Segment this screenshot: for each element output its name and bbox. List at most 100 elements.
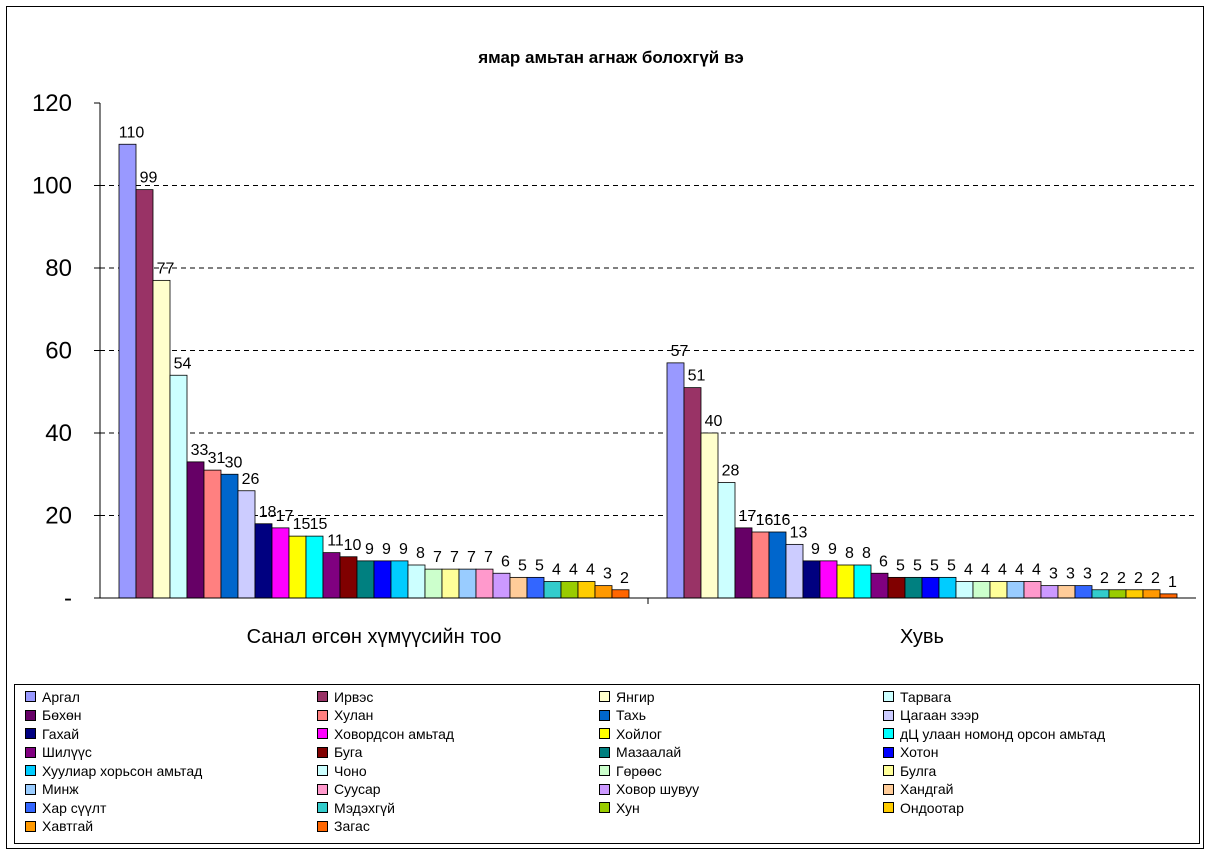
bar: [441, 568, 460, 599]
bar-value-label: 15: [293, 516, 311, 533]
legend-label: Бөхөн: [42, 707, 82, 723]
bar: [254, 523, 273, 599]
bar-value-label: 2: [1100, 570, 1109, 587]
bar: [1125, 589, 1144, 599]
legend-label: Хойлог: [616, 725, 663, 742]
legend-label: Загас: [334, 818, 370, 834]
bar-value-label: 9: [828, 541, 837, 558]
bar-value-label: 33: [191, 442, 209, 459]
x-category-label: Санал өгсөн хүмүүсийн тоо: [247, 626, 502, 648]
legend-label: Хуулиар хорьсон амьтад: [42, 762, 203, 779]
y-tick-label: -: [64, 585, 72, 612]
bar-value-label: 4: [998, 562, 1007, 579]
bar: [938, 576, 957, 599]
legend-label: Янгир: [616, 688, 655, 705]
y-tick-label: 20: [45, 503, 72, 530]
bar: [577, 581, 596, 599]
bar-value-label: 4: [1032, 562, 1041, 579]
legend-swatch: [883, 783, 894, 795]
legend-swatch: [883, 802, 894, 813]
legend-item: дЦ улаан номонд орсон амьтад: [883, 725, 1105, 742]
bar: [921, 576, 940, 599]
legend-swatch: [599, 783, 610, 795]
legend-swatch: [25, 709, 36, 721]
bar: [373, 560, 392, 599]
bar-value-label: 10: [344, 537, 362, 554]
legend-swatch: [25, 783, 36, 795]
bar: [543, 581, 562, 599]
bar: [220, 473, 239, 599]
bar-value-label: 4: [1015, 562, 1024, 579]
bar-value-label: 26: [242, 471, 260, 488]
legend-swatch: [317, 746, 328, 758]
legend-item: Гөрөөс: [599, 762, 662, 779]
axes: - 20 40 60 80 100 120 Санал өгсөн хүмүүсийн тоо…: [32, 90, 1196, 648]
bar-value-label: 4: [981, 562, 990, 579]
legend-item: Ондоотар: [883, 799, 964, 816]
bar-value-label: 99: [140, 170, 158, 187]
legend-swatch: [317, 802, 328, 813]
bar: [475, 568, 494, 599]
legend-label: Буга: [334, 744, 363, 760]
bar: [611, 589, 630, 599]
bar: [717, 482, 736, 599]
y-tick-label: 80: [45, 255, 72, 282]
bar: [1040, 585, 1059, 599]
legend-swatch: [599, 802, 610, 813]
bar: [870, 572, 889, 599]
legend: Аргал Ирвэс Янгир Тарвага Бөхөн Хулан Тахь Цага…: [14, 684, 1200, 844]
legend-swatch: [25, 728, 36, 739]
legend-item: Чоно: [317, 762, 367, 779]
bar: [802, 560, 821, 599]
legend-item: Хар сүүлт: [25, 799, 106, 816]
legend-item: Булга: [883, 762, 936, 779]
bar: [356, 560, 375, 599]
legend-item: Ирвэс: [317, 688, 373, 705]
bar-value-label: 5: [535, 557, 544, 574]
legend-item: Хандгай: [883, 781, 953, 798]
bar: [1108, 589, 1127, 599]
legend-swatch: [317, 820, 328, 832]
bar-value-label: 1: [1168, 574, 1177, 591]
bar: [1091, 589, 1110, 599]
bar-value-label: 2: [1134, 570, 1143, 587]
bar: [186, 461, 205, 599]
bar: [390, 560, 409, 599]
bar: [322, 552, 341, 599]
legend-label: Ховордсон амьтад: [334, 725, 455, 742]
legend-label: Чоно: [334, 762, 367, 779]
bar-value-label: 7: [484, 549, 493, 566]
legend-swatch: [317, 709, 328, 721]
bar-value-label: 4: [552, 562, 561, 579]
bar-value-label: 17: [739, 508, 757, 525]
bar-value-label: 6: [879, 553, 888, 570]
bar-value-label: 15: [310, 516, 328, 533]
chart-title: ямар амьтан агнаж болохгүй вэ: [477, 48, 744, 67]
bar: [509, 576, 528, 599]
legend-item: Цагаан зээр: [883, 707, 979, 724]
bar: [1159, 593, 1178, 599]
legend-swatch: [599, 691, 610, 702]
bar-value-label: 5: [896, 557, 905, 574]
legend-swatch: [883, 765, 894, 776]
legend-swatch: [599, 709, 610, 721]
y-tick-label: 60: [45, 338, 72, 365]
bar-value-label: 4: [569, 562, 578, 579]
legend-swatch: [883, 691, 894, 702]
bar-value-label: 31: [208, 450, 226, 467]
bar: [1142, 589, 1161, 599]
legend-item: Хавтгай: [25, 818, 93, 835]
legend-label: Булга: [900, 762, 937, 779]
legend-item: Хойлог: [599, 725, 662, 742]
bar-value-label: 3: [603, 566, 612, 583]
legend-item: Бөхөн: [25, 707, 82, 724]
legend-item: Ховордсон амьтад: [317, 725, 454, 742]
bar-value-label: 9: [399, 541, 408, 558]
bar-value-label: 11: [327, 533, 344, 550]
bar: [135, 189, 154, 599]
bar: [972, 581, 991, 599]
bar: [751, 531, 770, 599]
legend-swatch: [25, 691, 36, 702]
legend-swatch: [25, 802, 36, 813]
legend-item: Шилүүс: [25, 744, 92, 761]
